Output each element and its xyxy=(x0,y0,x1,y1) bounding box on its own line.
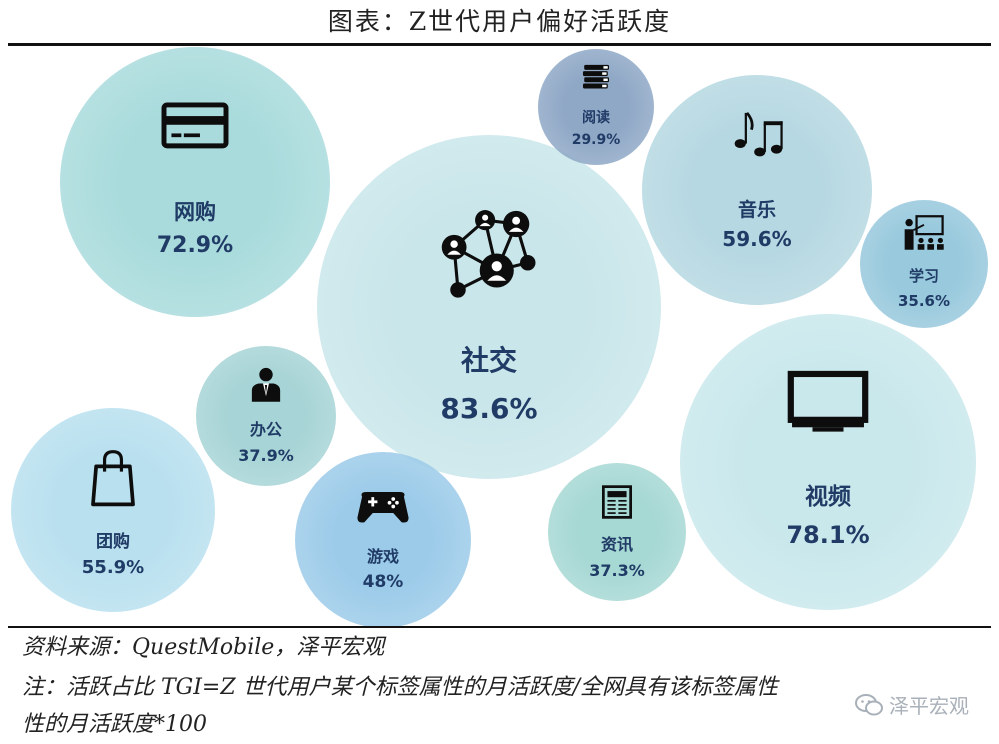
bubble-circle xyxy=(538,49,654,165)
bubble-chart: 社交 83.6% 视频 78.1% 网购 72.9% 音乐 59.6% 团购 55.9% 游戏 48%… xyxy=(11,47,988,628)
bubble-circle xyxy=(642,75,872,305)
bubble-4: 音乐 59.6% xyxy=(642,75,872,305)
bubble-category-label: 团购 xyxy=(96,531,130,552)
bubble-category-label: 网购 xyxy=(174,200,216,224)
teacher-board-icon xyxy=(904,215,944,250)
bubble-circle xyxy=(196,346,336,486)
bubble-3: 网购 72.9% xyxy=(60,47,330,317)
bubble-value-label: 48% xyxy=(363,572,404,592)
tv-icon xyxy=(787,370,869,432)
bubble-10: 阅读 29.9% xyxy=(538,49,654,165)
bubble-value-label: 83.6% xyxy=(440,392,537,425)
bubble-category-label: 社交 xyxy=(461,344,517,377)
bubble-1: 社交 83.6% xyxy=(317,135,661,479)
books-icon xyxy=(582,64,610,89)
bubble-value-label: 35.6% xyxy=(898,292,950,310)
bubble-2: 视频 78.1% xyxy=(680,314,976,610)
bubble-value-label: 37.3% xyxy=(589,561,645,580)
bubble-category-label: 视频 xyxy=(805,483,851,510)
bubble-circle xyxy=(11,408,215,612)
wechat-icon xyxy=(855,693,883,715)
office-worker-icon xyxy=(251,367,281,402)
bubble-category-label: 游戏 xyxy=(367,547,399,566)
bubble-category-label: 学习 xyxy=(909,267,939,285)
tgi-note-line-2: 性的月活跃度*100 xyxy=(22,712,207,737)
bubble-circle xyxy=(860,200,988,328)
newspaper-icon xyxy=(601,485,633,519)
bubble-category-label: 办公 xyxy=(250,420,282,439)
top-divider xyxy=(8,43,991,46)
bubble-category-label: 资讯 xyxy=(601,535,633,554)
bubble-value-label: 72.9% xyxy=(157,233,233,258)
watermark: 泽平宏观 xyxy=(855,690,969,719)
bubble-8: 资讯 37.3% xyxy=(548,463,686,601)
bubble-circle xyxy=(680,314,976,610)
tgi-note-line-1: 注：活跃占比 TGI=Z 世代用户某个标签属性的月活跃度/全网具有该标签属性 xyxy=(22,675,779,700)
bubble-circle xyxy=(548,463,686,601)
bubble-category-label: 阅读 xyxy=(582,109,610,126)
bubble-9: 学习 35.6% xyxy=(860,200,988,328)
bubble-value-label: 29.9% xyxy=(572,132,621,148)
page-title: 图表：Z世代用户偏好活跃度 xyxy=(327,7,672,36)
bubble-value-label: 78.1% xyxy=(786,521,869,549)
bubble-7: 办公 37.9% xyxy=(196,346,336,486)
bubble-circle xyxy=(317,135,661,479)
credit-card-icon xyxy=(161,102,229,149)
bubble-category-label: 音乐 xyxy=(738,198,776,221)
watermark-text: 泽平宏观 xyxy=(889,694,969,718)
bubble-value-label: 37.9% xyxy=(238,446,294,465)
bottom-divider xyxy=(8,626,991,628)
bubble-circle xyxy=(60,47,330,317)
shopping-bag-icon xyxy=(91,450,135,507)
bubble-circle xyxy=(295,452,471,628)
bubble-value-label: 55.9% xyxy=(82,557,144,578)
source-note: 资料来源：QuestMobile，泽平宏观 xyxy=(22,635,385,660)
bubble-value-label: 59.6% xyxy=(722,227,791,251)
bubble-6: 游戏 48% xyxy=(295,452,471,628)
gamepad-icon xyxy=(357,492,409,523)
social-network-icon xyxy=(441,210,536,298)
music-note-icon xyxy=(734,111,783,157)
bubble-5: 团购 55.9% xyxy=(11,408,215,612)
